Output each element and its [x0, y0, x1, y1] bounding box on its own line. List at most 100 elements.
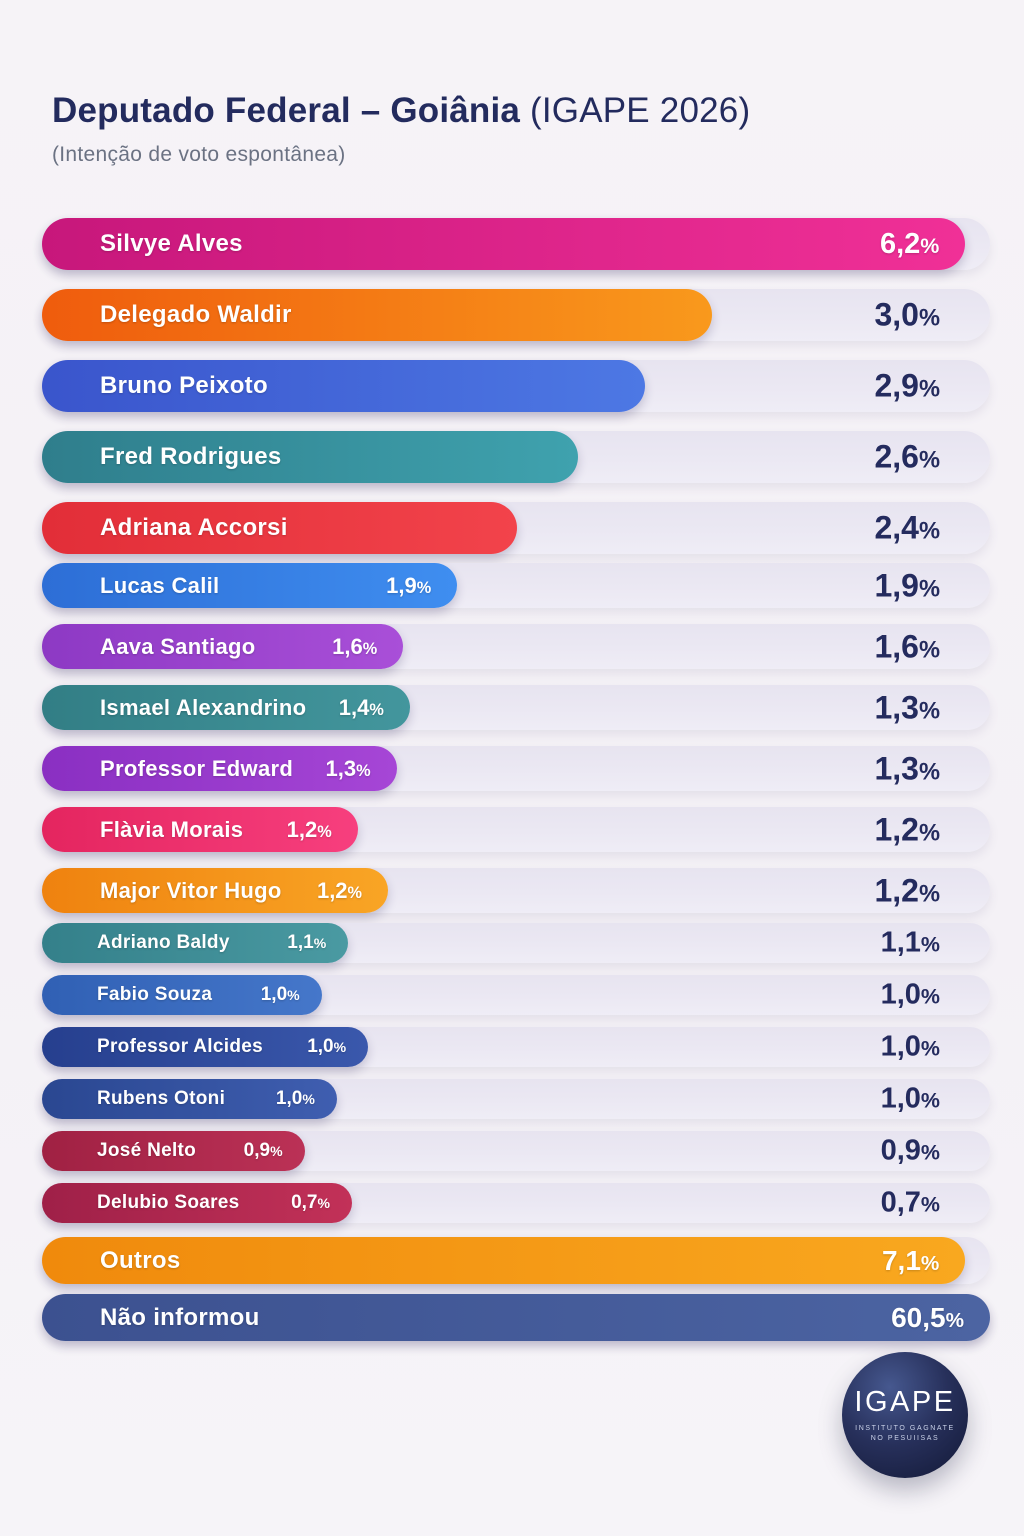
percent-sign: %: [920, 932, 940, 957]
percent-sign: %: [918, 698, 940, 724]
bar-value-inline: 1,0%: [289, 1036, 368, 1058]
bar: Aava Santiago 1,6%: [42, 624, 404, 669]
row-value: 1,0%: [881, 1031, 940, 1064]
row-value-number: 1,2: [874, 872, 919, 908]
bar-row: Adriana Accorsi % 2,4%: [42, 502, 990, 554]
row-value-number: 2,9: [874, 367, 919, 404]
row-value-number: 1,3: [874, 689, 919, 725]
bar-value-inline: 1,4%: [321, 695, 410, 721]
igape-logo: IGAPE INSTITUTO GAGNATE NO PESUIISAS: [842, 1352, 968, 1478]
bar: Adriana Accorsi %: [42, 502, 517, 554]
bar-row: José Nelto 0,9% 0,9%: [42, 1131, 990, 1171]
bar-value-number: 0,9: [243, 1140, 271, 1161]
bar-row: Flàvia Morais 1,2% 1,2%: [42, 807, 990, 852]
row-value-number: 0,7: [880, 1186, 921, 1219]
bar: Professor Alcides 1,0%: [42, 1027, 369, 1067]
page-title-main: Deputado Federal – Goiânia: [52, 91, 521, 130]
row-value-number: 1,1: [880, 926, 921, 959]
bar-value-inline: 7,1%: [864, 1245, 965, 1277]
candidate-name: Lucas Calil: [100, 572, 220, 598]
percent-sign: %: [920, 1088, 940, 1113]
row-value: 2,9%: [874, 368, 940, 405]
percent-sign: %: [918, 637, 940, 663]
row-value-number: 1,0: [880, 1030, 921, 1063]
percent-sign: %: [918, 518, 940, 545]
row-value: 2,6%: [874, 439, 940, 476]
bar-row: Aava Santiago 1,6% 1,6%: [42, 624, 990, 669]
candidate-name: Professor Edward: [100, 755, 294, 781]
row-value: 1,0%: [881, 979, 940, 1012]
igape-logo-line2: NO PESUIISAS: [870, 1435, 940, 1442]
bar-value-number: 1,0: [275, 1088, 303, 1109]
bar-row: Delubio Soares 0,7% 0,7%: [42, 1183, 990, 1223]
bar-value-inline: 1,2%: [269, 817, 358, 843]
bar-value-number: 1,0: [307, 1036, 334, 1057]
row-value-number: 1,9: [874, 567, 919, 603]
bar: Fabio Souza 1,0%: [42, 975, 322, 1015]
row-value: 1,6%: [874, 628, 940, 665]
percent-sign: %: [918, 881, 940, 907]
row-value: 1,1%: [881, 927, 940, 960]
bar-value-number: 6,2: [879, 227, 921, 260]
percent-sign: %: [920, 233, 940, 258]
row-value-number: 1,0: [880, 978, 921, 1011]
bar-value-number: 60,5: [891, 1301, 946, 1333]
candidate-name: Fabio Souza: [97, 984, 213, 1005]
bar-value-inline: 0,7%: [273, 1192, 352, 1214]
row-value-number: 1,3: [874, 750, 919, 786]
bar: Ismael Alexandrino 1,4%: [42, 685, 410, 730]
row-value: 3,0%: [874, 297, 940, 334]
row-value: 2,4%: [874, 510, 940, 547]
bar-value-inline: 1,1%: [269, 932, 348, 954]
bar-row: Ismael Alexandrino 1,4% 1,3%: [42, 685, 990, 730]
header: Deputado Federal – Goiânia (IGAPE 2026) …: [0, 0, 1024, 168]
percent-sign: %: [313, 935, 327, 951]
row-value-number: 0,9: [880, 1134, 921, 1167]
percent-sign: %: [356, 761, 371, 780]
bar: Não informou 60,5%: [42, 1294, 990, 1341]
percent-sign: %: [920, 984, 940, 1009]
row-value: 1,2%: [874, 811, 940, 848]
row-value: 0,7%: [881, 1187, 940, 1220]
bar-row: Fred Rodrigues % 2,6%: [42, 431, 990, 483]
bar: Flàvia Morais 1,2%: [42, 807, 358, 852]
percent-sign: %: [918, 305, 940, 332]
bar: Delubio Soares 0,7%: [42, 1183, 352, 1223]
percent-sign: %: [287, 987, 300, 1003]
candidate-name: Flàvia Morais: [100, 816, 244, 842]
row-value: 1,3%: [874, 750, 940, 787]
bar-row: Silvye Alves 6,2% %: [42, 218, 990, 270]
igape-logo-word: IGAPE: [854, 1386, 956, 1418]
row-value: 1,3%: [874, 689, 940, 726]
percent-sign: %: [920, 1192, 940, 1217]
row-value: 0,9%: [881, 1135, 940, 1168]
bar-value-inline: 6,2%: [862, 228, 965, 261]
percent-sign: %: [918, 376, 940, 403]
candidate-name: Adriano Baldy: [97, 932, 230, 953]
row-value: 1,9%: [874, 567, 940, 604]
bar-chart: Silvye Alves 6,2% % Delegado Waldir % 3,…: [42, 218, 990, 1341]
percent-sign: %: [369, 700, 384, 719]
bar-value-number: 1,2: [286, 816, 318, 842]
bar-row: Delegado Waldir % 3,0%: [42, 289, 990, 341]
bar-row: Fabio Souza 1,0% 1,0%: [42, 975, 990, 1015]
percent-sign: %: [920, 1140, 940, 1165]
candidate-name: Professor Alcides: [97, 1036, 263, 1057]
bar: Outros 7,1%: [42, 1237, 966, 1284]
percent-sign: %: [920, 1251, 940, 1275]
bar-value-number: 0,7: [291, 1192, 318, 1213]
candidate-name: Rubens Otoni: [97, 1088, 226, 1109]
percent-sign: %: [918, 576, 940, 602]
bar-value-number: 1,1: [287, 932, 314, 953]
bar-row: Rubens Otoni 1,0% 1,0%: [42, 1079, 990, 1119]
bar-value-inline: 1,6%: [314, 634, 403, 660]
percent-sign: %: [333, 1039, 347, 1055]
bar: Professor Edward 1,3%: [42, 746, 397, 791]
bar: Silvye Alves 6,2%: [42, 218, 966, 270]
bar: Fred Rodrigues %: [42, 431, 578, 483]
percent-sign: %: [945, 1308, 964, 1332]
bar-value-inline: 1,2%: [299, 878, 388, 904]
candidate-name: Major Vitor Hugo: [100, 877, 282, 903]
percent-sign: %: [918, 759, 940, 785]
bar: Major Vitor Hugo 1,2%: [42, 868, 389, 913]
